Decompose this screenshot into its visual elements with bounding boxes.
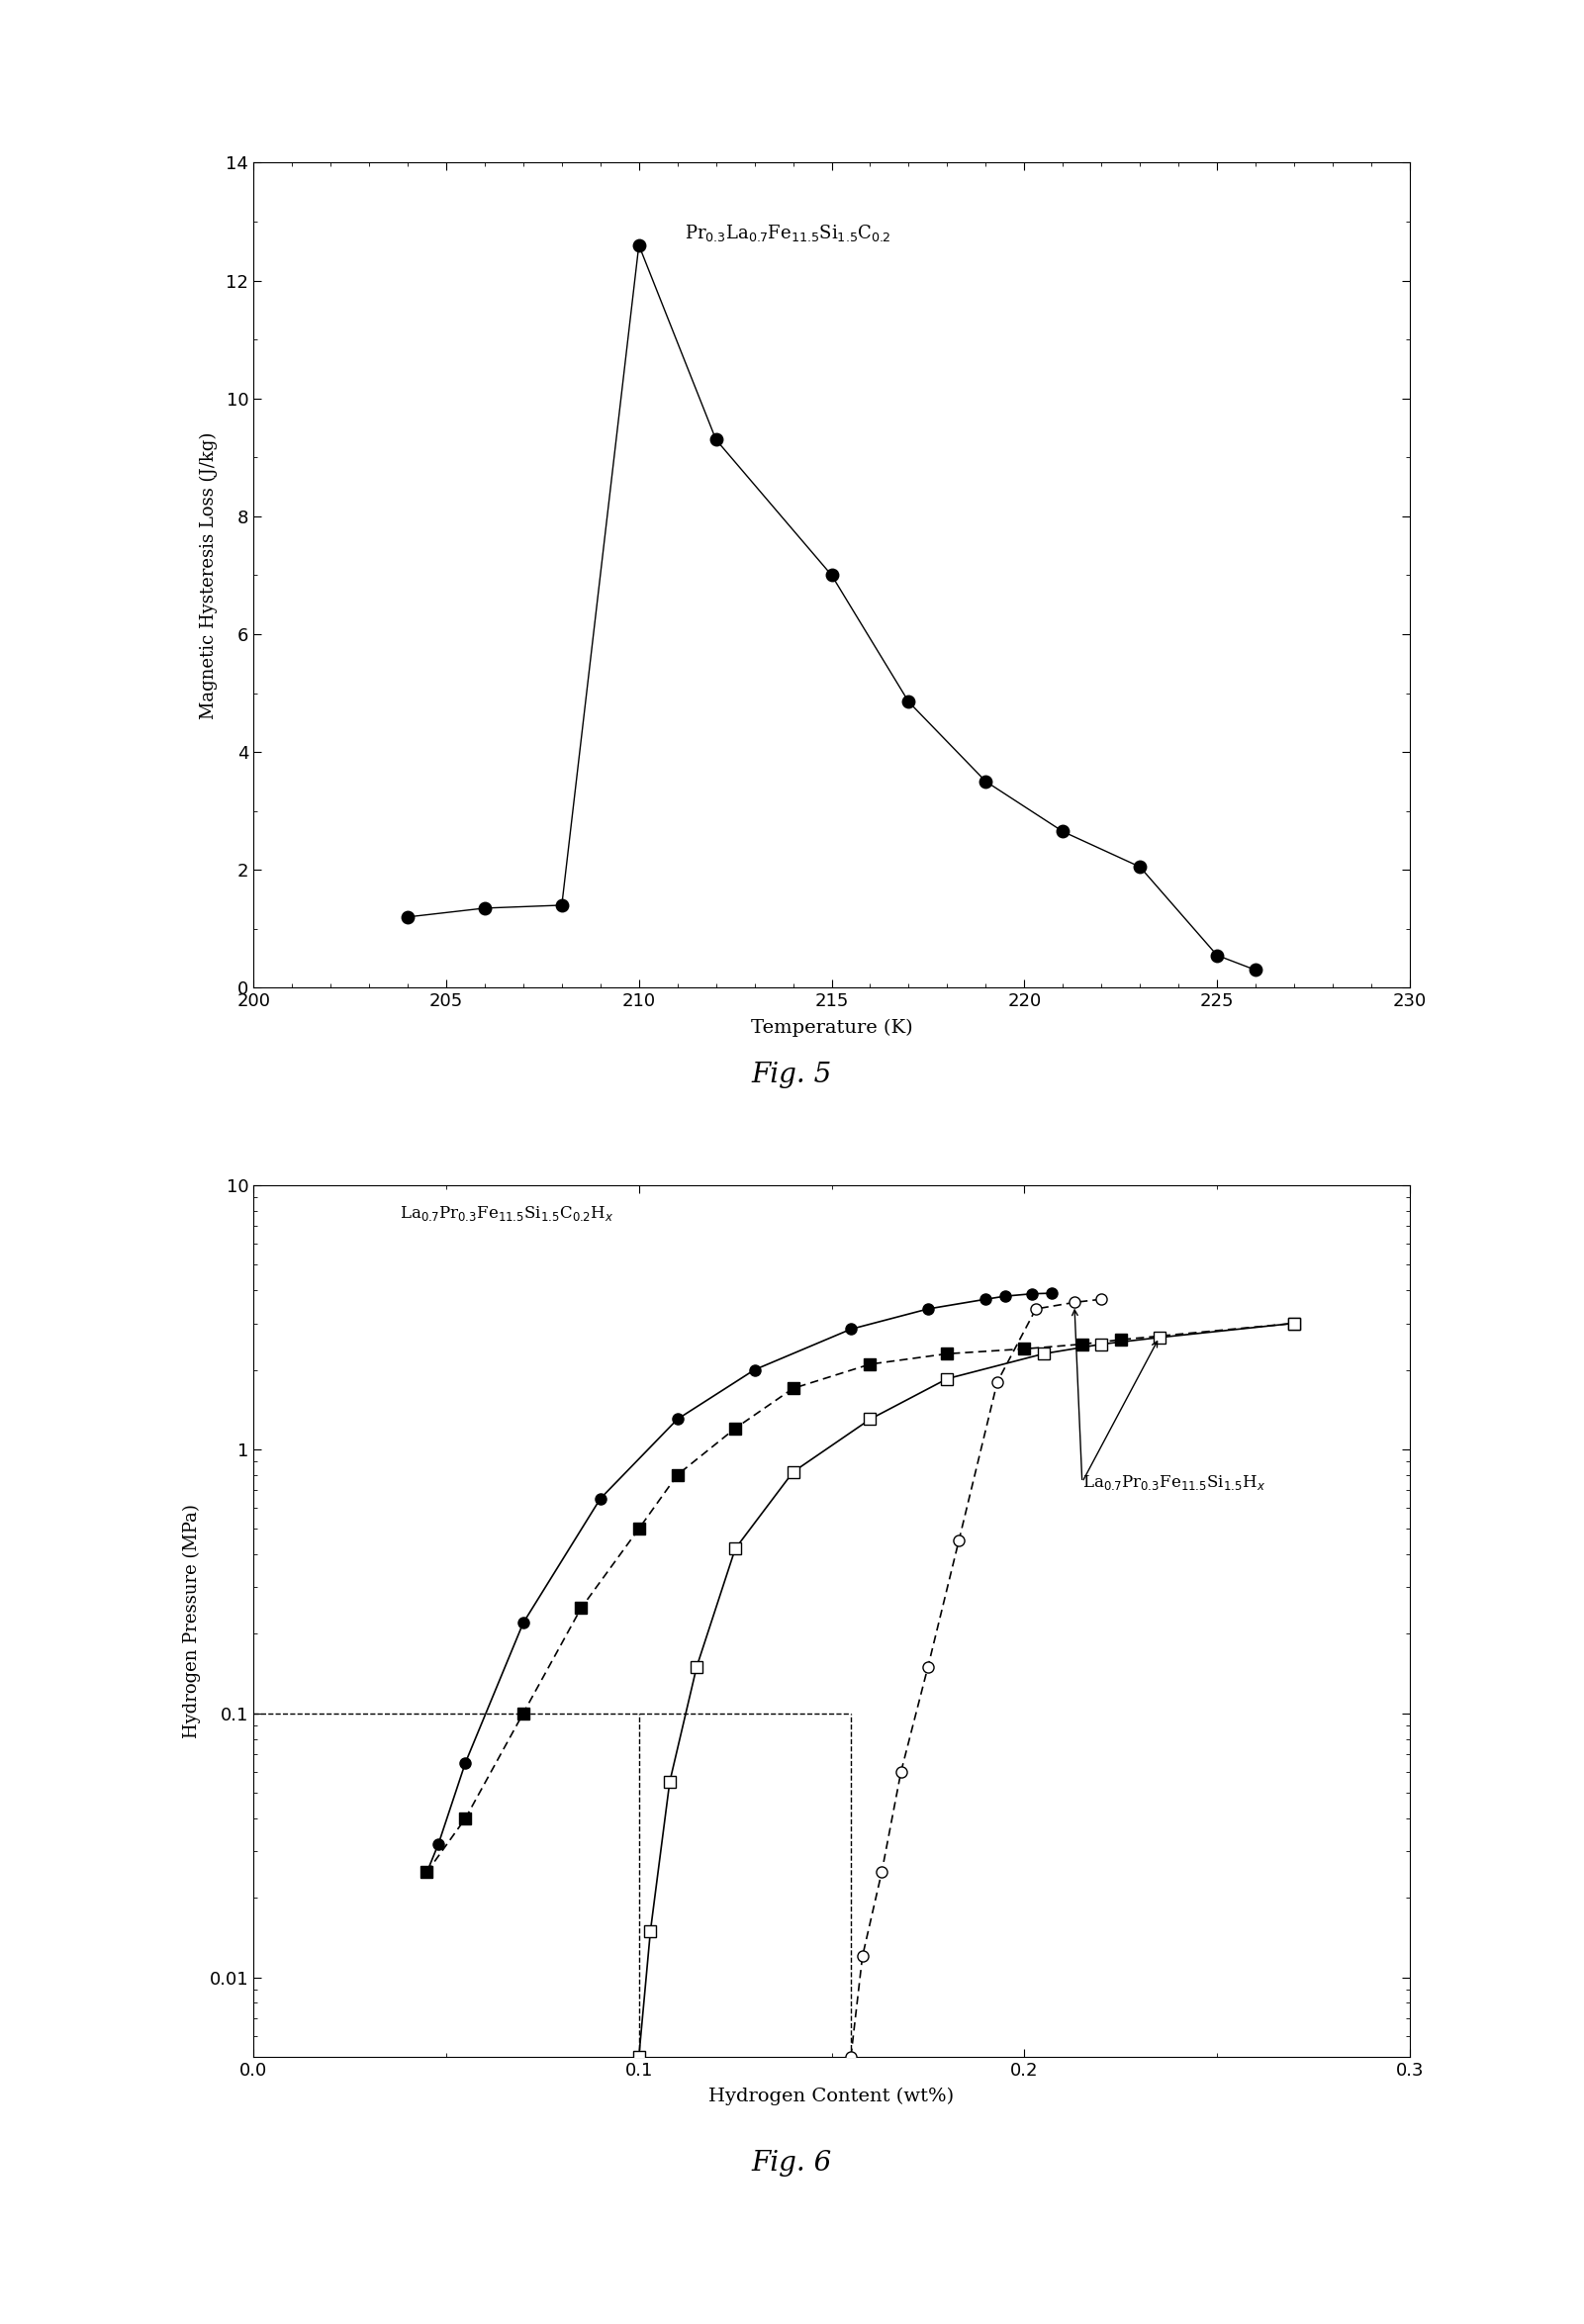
Text: Fig. 5: Fig. 5 [752, 1062, 832, 1088]
X-axis label: Temperature (K): Temperature (K) [751, 1018, 912, 1037]
Y-axis label: Magnetic Hysteresis Loss (J/kg): Magnetic Hysteresis Loss (J/kg) [200, 432, 217, 718]
X-axis label: Hydrogen Content (wt%): Hydrogen Content (wt%) [710, 2087, 954, 2106]
Text: La$_{0.7}$Pr$_{0.3}$Fe$_{11.5}$Si$_{1.5}$H$_x$: La$_{0.7}$Pr$_{0.3}$Fe$_{11.5}$Si$_{1.5}… [1082, 1473, 1266, 1492]
Text: Pr$_{0.3}$La$_{0.7}$Fe$_{11.5}$Si$_{1.5}$C$_{0.2}$: Pr$_{0.3}$La$_{0.7}$Fe$_{11.5}$Si$_{1.5}… [686, 223, 892, 244]
Y-axis label: Hydrogen Pressure (MPa): Hydrogen Pressure (MPa) [184, 1504, 201, 1738]
Text: La$_{0.7}$Pr$_{0.3}$Fe$_{11.5}$Si$_{1.5}$C$_{0.2}$H$_x$: La$_{0.7}$Pr$_{0.3}$Fe$_{11.5}$Si$_{1.5}… [399, 1204, 615, 1222]
Text: Fig. 6: Fig. 6 [752, 2150, 832, 2175]
